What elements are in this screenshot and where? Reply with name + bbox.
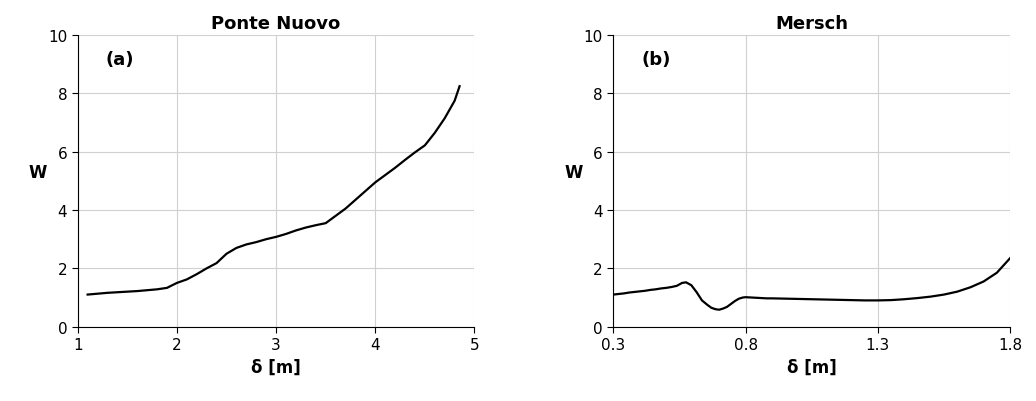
Text: (a): (a) xyxy=(106,51,134,69)
Text: (b): (b) xyxy=(641,51,670,69)
Title: Mersch: Mersch xyxy=(775,15,848,33)
Y-axis label: W: W xyxy=(29,164,48,181)
Title: Ponte Nuovo: Ponte Nuovo xyxy=(211,15,341,33)
X-axis label: δ [m]: δ [m] xyxy=(251,358,300,376)
X-axis label: δ [m]: δ [m] xyxy=(787,358,837,376)
Y-axis label: W: W xyxy=(565,164,583,181)
